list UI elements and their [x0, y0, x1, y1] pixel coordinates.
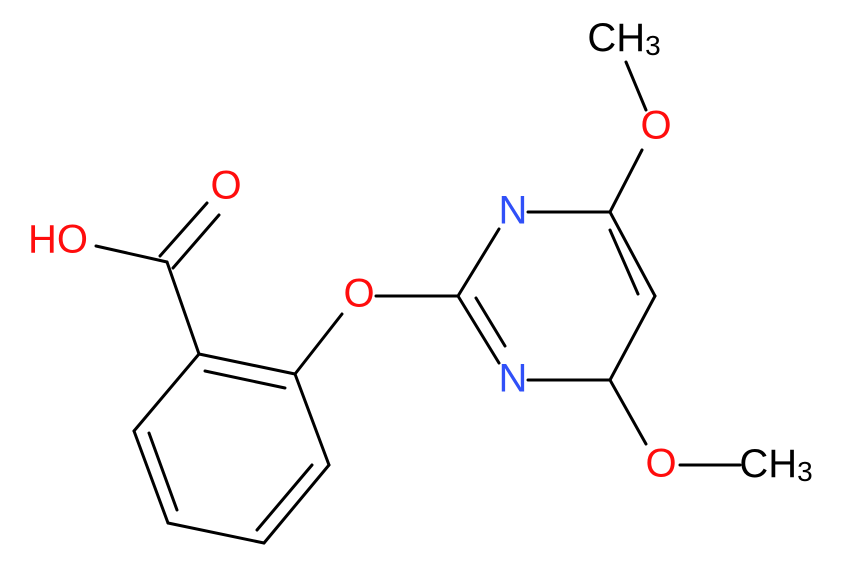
bond	[624, 60, 648, 112]
atom-label-main: CH	[587, 16, 645, 60]
atom-label: N	[499, 189, 528, 233]
atom-label-subscript: 3	[797, 456, 813, 487]
atom-label: O	[343, 272, 374, 316]
bond	[608, 378, 648, 446]
atom-label-subscript: 3	[645, 30, 661, 61]
atom-label: O	[210, 164, 241, 208]
bond	[132, 352, 201, 433]
bond	[94, 244, 169, 264]
bond	[203, 369, 287, 390]
bond	[147, 431, 179, 512]
atom-label: CH3	[739, 442, 812, 488]
bond	[132, 429, 170, 525]
bond	[456, 227, 501, 298]
atom-label: CH3	[587, 16, 660, 62]
bond	[262, 463, 331, 545]
atom-label: N	[499, 357, 528, 401]
atom-labels: O HO O N N O CH3 O CH3	[28, 16, 813, 488]
bond	[608, 210, 657, 298]
bond	[608, 294, 657, 382]
bond	[171, 213, 221, 270]
bond	[255, 463, 314, 532]
bonds	[94, 60, 742, 545]
bond	[608, 148, 644, 214]
atom-label: HO	[28, 218, 88, 262]
bond	[608, 228, 640, 296]
bond	[197, 352, 297, 376]
bond	[293, 372, 331, 467]
bond	[158, 201, 209, 258]
bond	[474, 296, 507, 348]
atom-label: O	[645, 442, 676, 486]
atom-label: O	[640, 104, 671, 148]
bond	[166, 521, 266, 545]
atom-label-main: CH	[739, 442, 797, 486]
bond	[165, 260, 201, 356]
bond	[456, 294, 501, 365]
bond	[293, 312, 344, 376]
